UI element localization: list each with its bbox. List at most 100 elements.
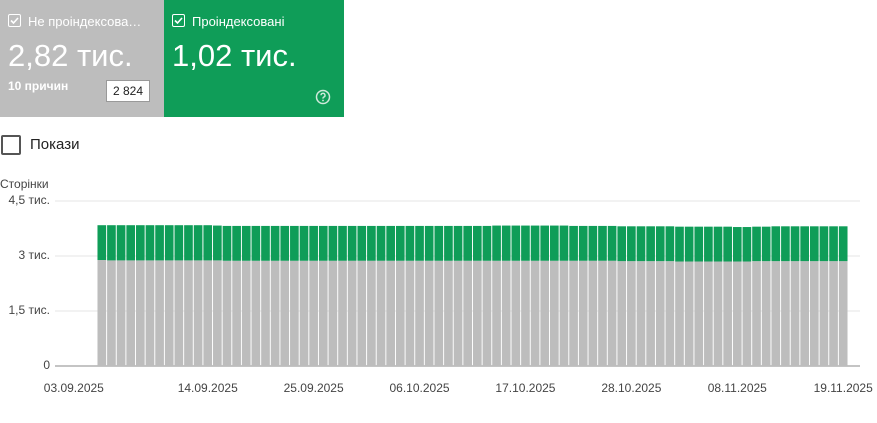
bar-segment bbox=[752, 261, 761, 366]
bar-segment bbox=[530, 225, 540, 261]
bar-segment bbox=[790, 226, 800, 262]
card-not-indexed[interactable]: Не проіндексова… 2,82 тис. 10 причин bbox=[0, 0, 164, 117]
bar-segment bbox=[694, 261, 704, 366]
bar-segment bbox=[588, 260, 598, 366]
bar-segment bbox=[723, 226, 732, 262]
bar-segment bbox=[838, 226, 848, 262]
bar-segment bbox=[550, 225, 559, 261]
bar-segment bbox=[530, 260, 540, 366]
bar-segment bbox=[328, 225, 338, 261]
bar-segment bbox=[607, 260, 617, 366]
bar-segment bbox=[809, 226, 819, 262]
bar-segment bbox=[251, 260, 261, 366]
bar-segment bbox=[578, 225, 588, 261]
bar-segment bbox=[434, 225, 444, 261]
bar-segment bbox=[463, 260, 473, 366]
card-value: 1,02 тис. bbox=[172, 38, 297, 73]
bar-segment bbox=[771, 261, 781, 366]
bar-segment bbox=[675, 261, 684, 366]
bar-segment bbox=[270, 260, 280, 366]
bar-segment bbox=[338, 225, 347, 261]
bar-segment bbox=[405, 225, 415, 261]
bar-segment bbox=[299, 260, 309, 366]
bar-segment bbox=[636, 226, 646, 262]
bar-segment bbox=[309, 260, 318, 366]
bar-segment bbox=[241, 225, 251, 261]
bar-segment bbox=[347, 260, 357, 366]
bar-segment bbox=[472, 225, 482, 261]
bar-segment bbox=[415, 225, 424, 261]
bar-segment bbox=[472, 260, 482, 366]
bar-segment bbox=[290, 225, 299, 261]
bar-segment bbox=[838, 261, 848, 366]
bar-segment bbox=[155, 225, 164, 261]
bar-segment bbox=[713, 226, 723, 262]
bar-segment bbox=[511, 260, 521, 366]
bar-segment bbox=[665, 261, 675, 366]
bar-segment bbox=[126, 225, 136, 261]
card-value: 2,82 тис. bbox=[8, 38, 133, 73]
bar-segment bbox=[376, 260, 386, 366]
bar-segment bbox=[482, 225, 492, 261]
card-indexed[interactable]: Проіндексовані 1,02 тис. bbox=[164, 0, 344, 117]
bar-segment bbox=[299, 225, 309, 261]
bar-segment bbox=[819, 226, 829, 262]
bar-segment bbox=[203, 225, 213, 261]
help-icon[interactable] bbox=[315, 89, 331, 105]
bar-segment bbox=[829, 261, 838, 366]
bar-segment bbox=[116, 225, 126, 261]
card-label: Не проіндексова… bbox=[28, 14, 142, 29]
bar-segment bbox=[444, 225, 453, 261]
bar-segment bbox=[829, 226, 838, 262]
x-tick-label: 06.10.2025 bbox=[390, 381, 450, 395]
bar-segment bbox=[790, 261, 800, 366]
bar-segment bbox=[135, 260, 145, 366]
y-tick-label: 4,5 тис. bbox=[8, 193, 50, 207]
bar-segment bbox=[646, 226, 655, 262]
bar-segment bbox=[559, 260, 569, 366]
bar-segment bbox=[569, 225, 578, 261]
bar-segment bbox=[800, 226, 810, 262]
x-tick-label: 25.09.2025 bbox=[284, 381, 344, 395]
bar-segment bbox=[761, 261, 771, 366]
bar-segment bbox=[395, 225, 405, 261]
bar-segment bbox=[145, 260, 155, 366]
bar-segment bbox=[781, 226, 790, 262]
bar-segment bbox=[617, 261, 627, 366]
bar-segment bbox=[395, 260, 405, 366]
bar-segment bbox=[357, 260, 367, 366]
toggle-label: Покази bbox=[30, 136, 80, 153]
bar-segment bbox=[521, 225, 530, 261]
bar-segment bbox=[704, 261, 713, 366]
bar-segment bbox=[675, 226, 684, 262]
bar-segment bbox=[453, 225, 463, 261]
bar-segment bbox=[627, 226, 636, 262]
bar-segment bbox=[318, 225, 328, 261]
bar-segment bbox=[694, 226, 704, 262]
bar-segment bbox=[761, 226, 771, 262]
bar-segment bbox=[203, 260, 213, 366]
card-label: Проіндексовані bbox=[192, 14, 285, 29]
bar-segment bbox=[434, 260, 444, 366]
bar-segment bbox=[771, 226, 781, 262]
y-tick-label: 0 bbox=[43, 358, 50, 372]
bar-segment bbox=[309, 225, 318, 261]
bar-segment bbox=[607, 225, 617, 261]
bar-segment bbox=[213, 260, 222, 366]
bar-segment bbox=[135, 225, 145, 261]
bar-segment bbox=[155, 260, 164, 366]
bar-segment bbox=[617, 226, 627, 262]
bar-segment bbox=[655, 226, 665, 262]
bar-segment bbox=[684, 261, 694, 366]
x-tick-label: 03.09.2025 bbox=[44, 381, 104, 395]
x-tick-label: 14.09.2025 bbox=[178, 381, 238, 395]
bar-segment bbox=[405, 260, 415, 366]
bar-segment bbox=[145, 225, 155, 261]
bar-segment bbox=[270, 225, 280, 261]
bar-segment bbox=[290, 260, 299, 366]
bar-segment bbox=[809, 261, 819, 366]
bar-segment bbox=[357, 225, 367, 261]
bar-segment bbox=[598, 225, 607, 261]
bar-segment bbox=[732, 227, 742, 262]
bar-segment bbox=[742, 227, 752, 262]
